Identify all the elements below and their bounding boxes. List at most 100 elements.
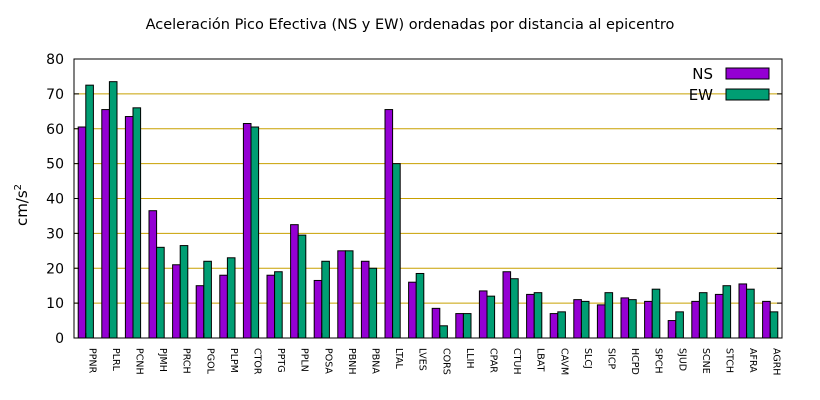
bar-ns-plpm xyxy=(219,274,228,339)
x-tick-label: LBAT xyxy=(535,348,546,372)
bar-ns-cpar xyxy=(478,290,488,339)
bar-ew-prch xyxy=(179,245,189,339)
x-tick-label: PCNH xyxy=(134,348,145,375)
bar-ew-ctuh xyxy=(510,278,519,339)
x-tick-label: AGRH xyxy=(771,348,782,375)
x-tick-label: PLRL xyxy=(110,348,121,372)
bars xyxy=(77,81,779,339)
bar-ew-pbna xyxy=(368,267,378,339)
x-tick-label: PBNH xyxy=(346,348,357,375)
x-tick-label: STCH xyxy=(724,348,735,373)
x-tick-label: LVES xyxy=(417,348,428,371)
x-tick-label: LTAL xyxy=(393,348,404,370)
x-tick-label: CPAR xyxy=(488,348,499,373)
bar-ns-posa xyxy=(313,279,323,339)
bar-ns-pgol xyxy=(195,285,205,339)
bar-ew-pptg xyxy=(274,271,283,339)
x-tick-label: SLCJ xyxy=(582,348,593,369)
x-tick-label: SPCH xyxy=(653,348,664,374)
bar-ns-cavm xyxy=(549,313,559,339)
bar-ew-stch xyxy=(722,285,732,339)
y-tick-label: 70 xyxy=(46,87,64,103)
bar-ew-slcj xyxy=(580,300,590,339)
bar-ew-sicp xyxy=(604,292,614,339)
legend-label-ew: EW xyxy=(689,86,713,104)
bar-ns-pbna xyxy=(360,260,370,339)
y-tick-label: 40 xyxy=(46,192,64,208)
x-tick-label: PGOL xyxy=(204,348,215,375)
y-tick-label: 80 xyxy=(46,52,64,68)
bar-ew-lves xyxy=(415,272,425,339)
bar-ew-ppnr xyxy=(85,84,94,339)
x-tick-label: PBNA xyxy=(370,348,381,374)
x-tick-label: CTOR xyxy=(252,348,263,375)
bar-ew-hcpd xyxy=(628,299,637,339)
y-tick-label: 0 xyxy=(55,331,64,347)
x-tick-label: PPTG xyxy=(275,348,286,373)
bar-ew-ctor xyxy=(250,126,260,339)
x-tick-label: LLIH xyxy=(464,348,475,369)
bar-ew-sjud xyxy=(675,311,684,339)
bar-ns-prch xyxy=(172,264,181,339)
bar-ew-plrl xyxy=(108,81,118,339)
grid-lines xyxy=(74,93,782,304)
bar-ns-agrh xyxy=(762,300,771,339)
x-tick-label: SCNE xyxy=(700,348,711,374)
bar-ew-agrh xyxy=(769,311,779,339)
bar-ew-cavm xyxy=(557,311,566,339)
x-tick-label: POSA xyxy=(322,348,333,374)
x-tick-label: PRCH xyxy=(181,348,192,374)
bar-ew-pjmh xyxy=(156,246,165,339)
bar-ns-hcpd xyxy=(620,297,630,339)
bar-ew-pcnh xyxy=(132,107,142,339)
bar-ns-pptg xyxy=(266,274,276,339)
y-tick-label: 20 xyxy=(46,261,64,277)
x-tick-label: CAVM xyxy=(558,348,569,375)
y-tick-label: 10 xyxy=(46,296,64,312)
legend-swatch-ns xyxy=(725,67,770,80)
legend: NS EW xyxy=(689,65,770,104)
bar-ew-pbnh xyxy=(344,250,354,339)
bar-ew-pgol xyxy=(203,260,212,339)
x-tick-label: PPNR xyxy=(86,348,97,374)
y-tick-label: 50 xyxy=(46,157,64,173)
x-tick-label: HCPD xyxy=(629,348,640,375)
bar-ns-ppln xyxy=(290,224,299,339)
bar-ew-afra xyxy=(746,288,755,339)
x-tick-label: CORS xyxy=(440,348,451,375)
bar-ns-lves xyxy=(408,281,417,339)
bar-ns-ctor xyxy=(242,123,252,339)
x-tick-label: SJUD xyxy=(676,348,687,371)
x-tick-label: AFRA xyxy=(747,348,758,373)
bar-ew-cors xyxy=(439,325,448,339)
bar-ew-plpm xyxy=(226,257,236,339)
bar-ew-ltal xyxy=(392,163,401,339)
y-ticks: 0 10 20 30 40 50 60 70 80 xyxy=(46,52,782,347)
bar-ns-ltal xyxy=(384,109,394,339)
bar-ew-spch xyxy=(651,288,661,339)
bar-ns-spch xyxy=(644,300,653,339)
x-ticks: PPNR PLRL PCNH PJMH PRCH PGOL PLPM CTOR PPTG PPLN… xyxy=(85,333,782,375)
bar-ns-llih xyxy=(455,313,464,339)
chart-title: Aceleración Pico Efectiva (NS y EW) orde… xyxy=(145,17,675,33)
bar-ew-cpar xyxy=(486,295,496,339)
bar-ns-ppnr xyxy=(77,126,87,339)
x-tick-label: PPLN xyxy=(299,348,310,372)
bar-ns-sicp xyxy=(596,304,606,339)
bar-ns-pbnh xyxy=(337,250,346,339)
y-tick-label: 30 xyxy=(46,226,64,242)
bar-ns-slcj xyxy=(573,299,582,339)
bar-ns-sjud xyxy=(667,320,677,339)
bar-ns-plrl xyxy=(101,109,110,339)
bar-ew-posa xyxy=(321,260,330,339)
x-tick-label: PJMH xyxy=(157,348,168,372)
bar-ns-cors xyxy=(431,307,441,339)
legend-label-ns: NS xyxy=(692,65,713,83)
bar-ns-afra xyxy=(738,283,748,339)
legend-swatch-ew xyxy=(725,88,770,101)
bar-ew-scne xyxy=(698,292,708,339)
bar-ns-pcnh xyxy=(124,116,134,339)
x-tick-label: PLPM xyxy=(228,348,239,373)
bar-ew-llih xyxy=(462,313,472,339)
